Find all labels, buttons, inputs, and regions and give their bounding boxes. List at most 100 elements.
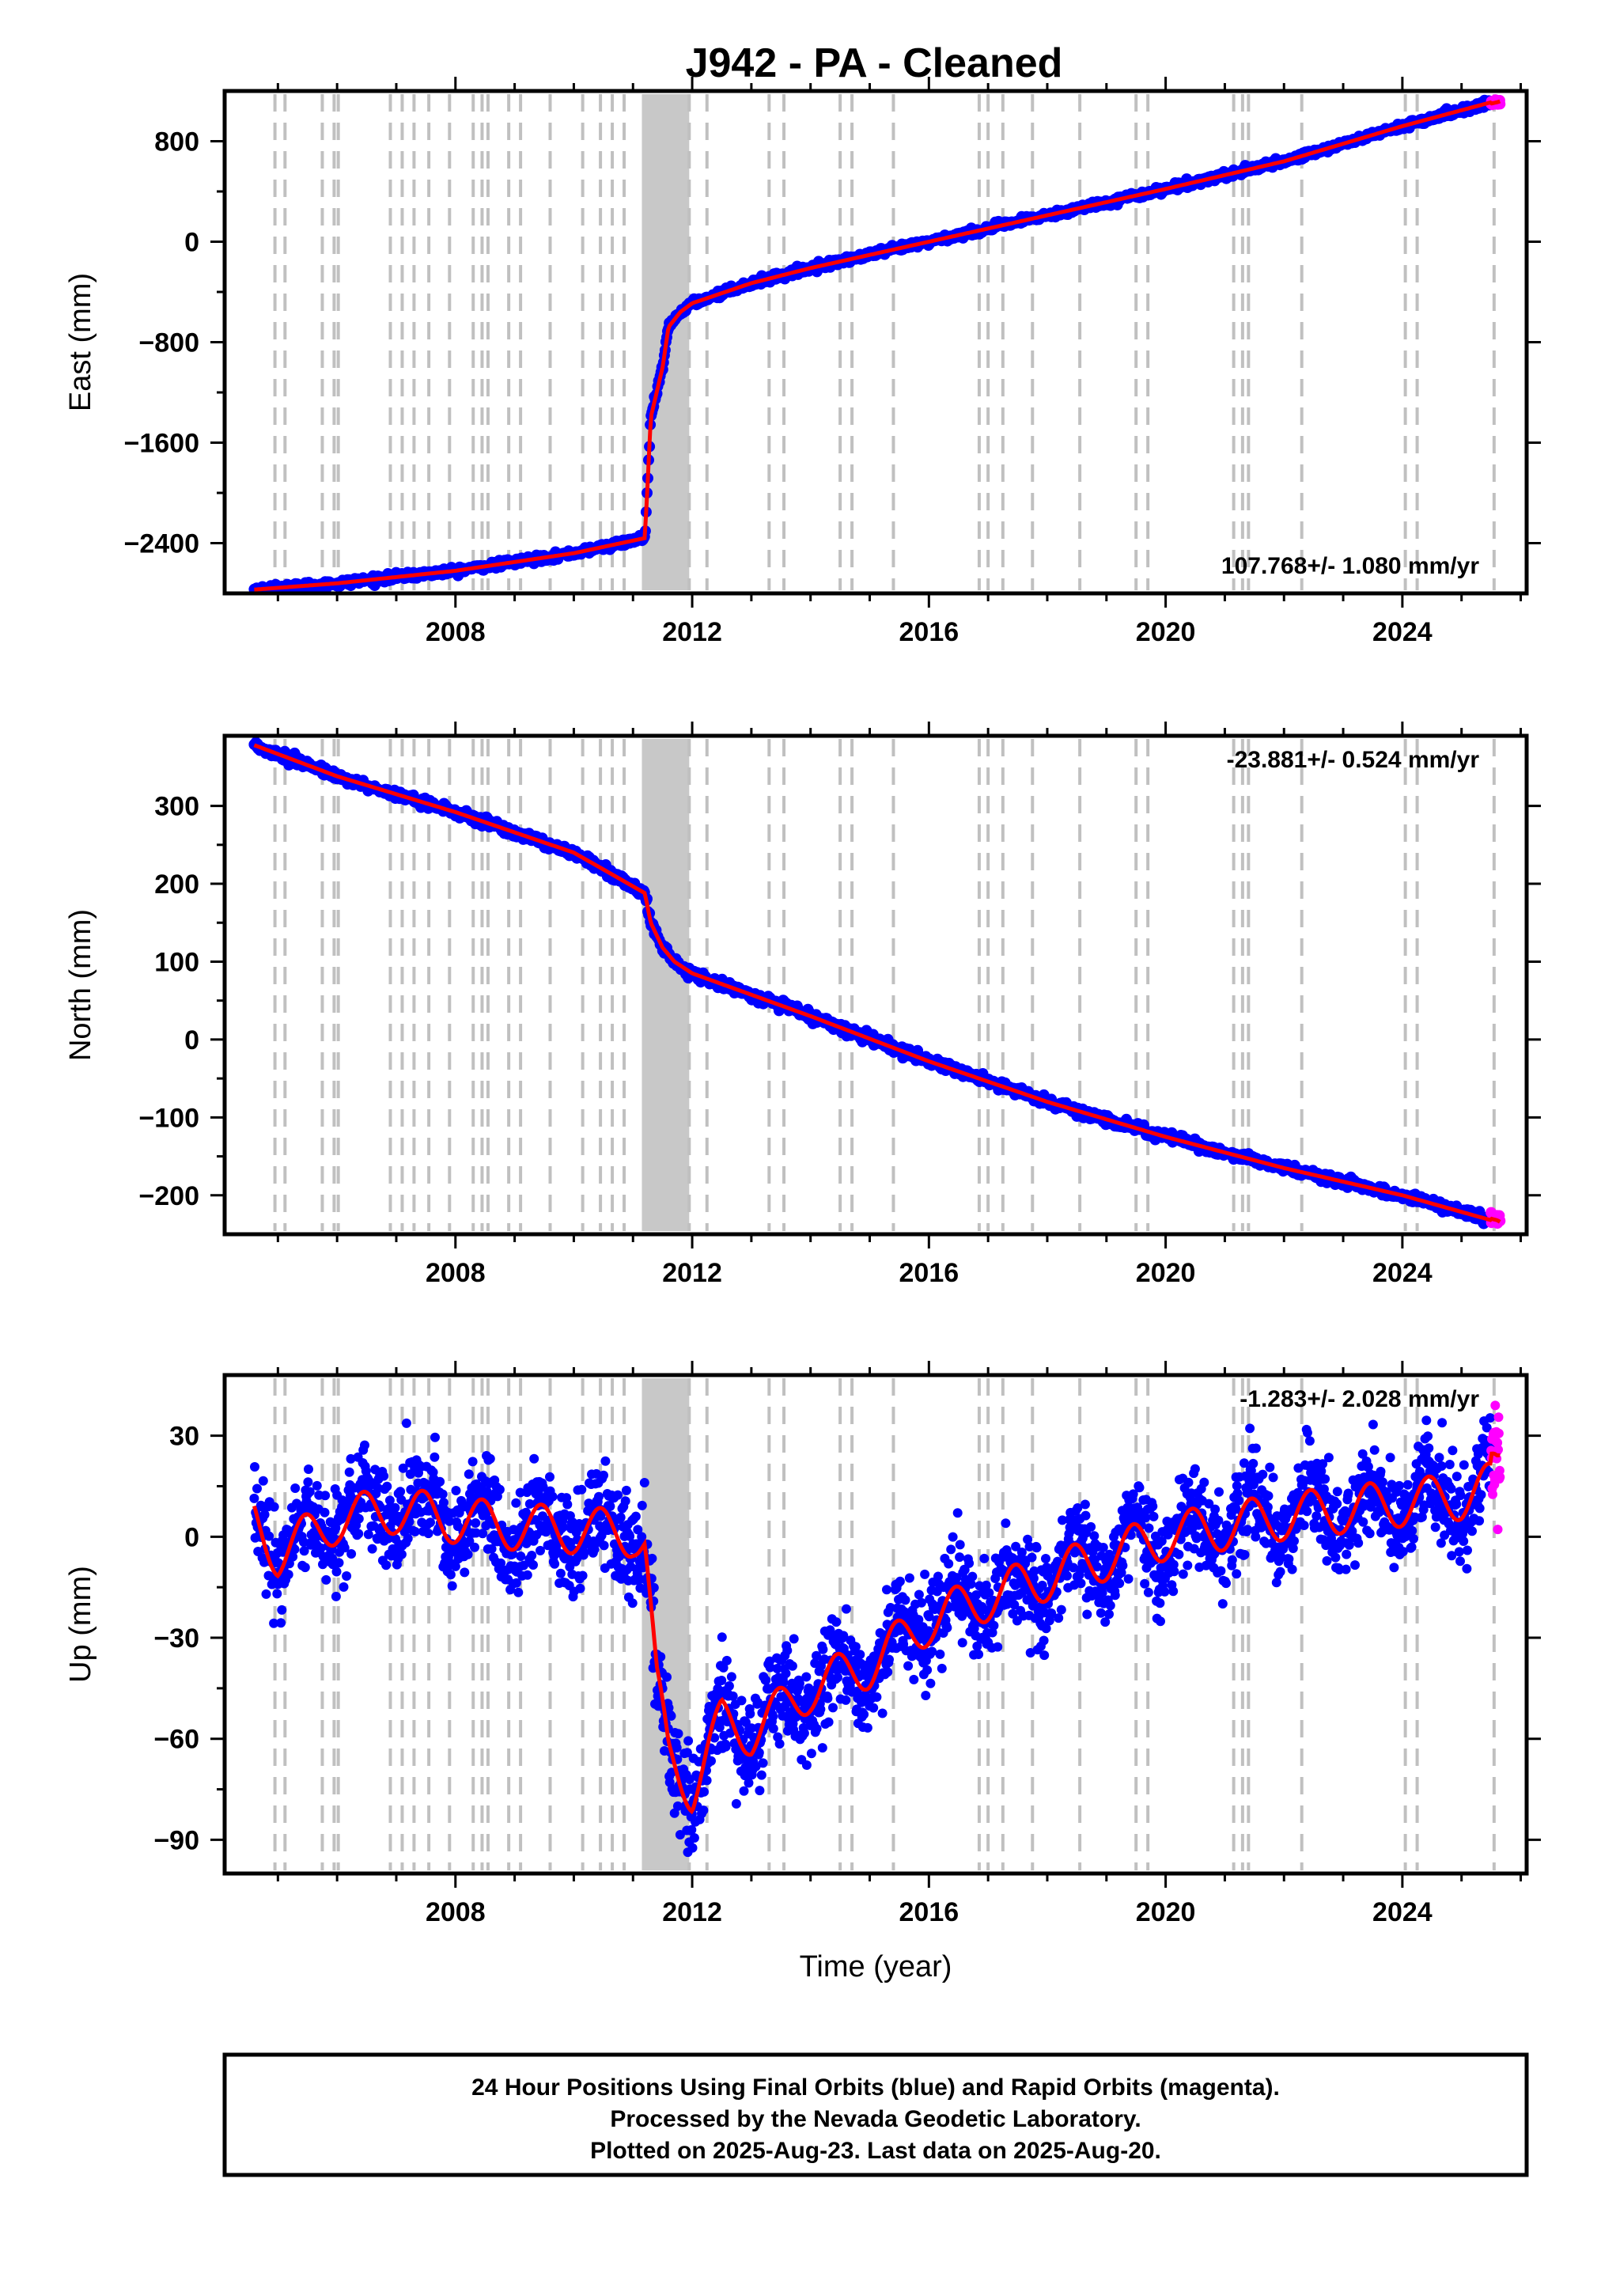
data-point (283, 1570, 293, 1580)
data-point (909, 1674, 919, 1684)
y-tick-label: 200 (154, 870, 199, 900)
data-point (955, 1540, 965, 1550)
data-point (627, 1598, 638, 1608)
data-point (768, 1723, 778, 1733)
panel-north: 2008 2012 2016 2020 2024−200−1000100200300No… (64, 722, 1541, 1288)
data-point (739, 1786, 749, 1796)
data-point (1022, 1595, 1032, 1605)
data-point (528, 1560, 538, 1570)
data-point (713, 1684, 723, 1694)
data-point (850, 1642, 861, 1652)
data-point (331, 1567, 342, 1577)
data-point (922, 1665, 933, 1675)
data-point (869, 1703, 879, 1713)
data-point (710, 1733, 720, 1743)
y-tick-label: −800 (138, 328, 199, 358)
data-point (404, 1517, 414, 1527)
data-point (529, 1453, 539, 1464)
data-point (445, 1570, 456, 1580)
data-point (647, 1553, 657, 1563)
data-point (305, 1487, 315, 1497)
data-point (316, 1543, 326, 1553)
data-point (782, 1646, 793, 1656)
data-point (403, 1533, 413, 1544)
data-point (360, 1440, 369, 1450)
data-point (768, 1711, 778, 1722)
data-point (745, 1709, 755, 1719)
data-point (511, 1578, 521, 1588)
data-point (914, 1615, 924, 1625)
data-point (460, 1567, 470, 1578)
data-point (981, 1580, 991, 1590)
data-point (966, 1579, 976, 1589)
data-point (838, 1631, 849, 1641)
data-point (1008, 1608, 1018, 1619)
data-point (252, 1483, 262, 1494)
data-point (600, 1456, 611, 1466)
data-point (521, 1507, 531, 1517)
data-point (736, 1695, 747, 1706)
data-point (884, 1654, 894, 1665)
y-tick-label: −100 (138, 1103, 199, 1133)
data-point (269, 1618, 279, 1628)
data-point (948, 1532, 958, 1542)
data-point (754, 1748, 764, 1758)
data-point (687, 1824, 697, 1835)
data-point (1016, 1548, 1027, 1557)
data-point (806, 1749, 816, 1759)
rate-label: 107.768+/- 1.080 mm/yr (1221, 553, 1479, 579)
data-point (753, 1697, 763, 1707)
data-point (486, 1544, 497, 1554)
data-point (346, 1453, 356, 1464)
data-point (989, 1620, 999, 1631)
x-tick-label: 2016 (899, 1258, 959, 1288)
model-line (253, 743, 1501, 1224)
data-point (522, 1570, 532, 1580)
data-point (979, 1553, 990, 1563)
data-point (613, 1490, 623, 1500)
data-point (511, 1498, 521, 1508)
data-point (579, 1548, 589, 1558)
data-point (508, 1549, 518, 1559)
data-point (320, 1507, 330, 1517)
data-point (382, 1481, 392, 1491)
data-point (859, 1709, 869, 1719)
figure-title: J942 - PA - Cleaned (686, 40, 1063, 86)
data-point (339, 1543, 350, 1553)
data-point (435, 1476, 445, 1487)
data-point (895, 1576, 905, 1586)
x-tick-label: 2012 (662, 617, 722, 647)
data-point (903, 1661, 914, 1671)
data-point (781, 1669, 791, 1679)
data-point (656, 1652, 666, 1662)
data-point (833, 1673, 842, 1683)
data-point (426, 1517, 435, 1528)
data-point (774, 1739, 785, 1749)
data-point (303, 1477, 313, 1487)
data-point (390, 1502, 400, 1513)
data-point (264, 1531, 274, 1541)
data-point (662, 1672, 672, 1682)
data-point (689, 1833, 699, 1843)
data-point (321, 1574, 331, 1585)
data-point (812, 1724, 822, 1733)
data-point (920, 1569, 930, 1579)
panel-east: 2008 2012 2016 2020 2024−2400−1600−8000800Ea… (64, 77, 1541, 647)
data-point (300, 1563, 310, 1573)
data-point (515, 1487, 525, 1498)
data-point (747, 1723, 757, 1733)
data-point (726, 1672, 736, 1682)
data-point (577, 1570, 588, 1581)
data-point (463, 1549, 473, 1559)
data-point (555, 1568, 566, 1578)
data-point (509, 1525, 519, 1535)
data-point (927, 1646, 937, 1657)
data-point (649, 1582, 659, 1593)
data-point (801, 1672, 812, 1682)
data-point (801, 1760, 812, 1770)
data-point (877, 1708, 888, 1718)
data-point (258, 1476, 268, 1486)
data-point (290, 1483, 301, 1493)
data-point (987, 1627, 997, 1638)
data-point (516, 1552, 526, 1561)
